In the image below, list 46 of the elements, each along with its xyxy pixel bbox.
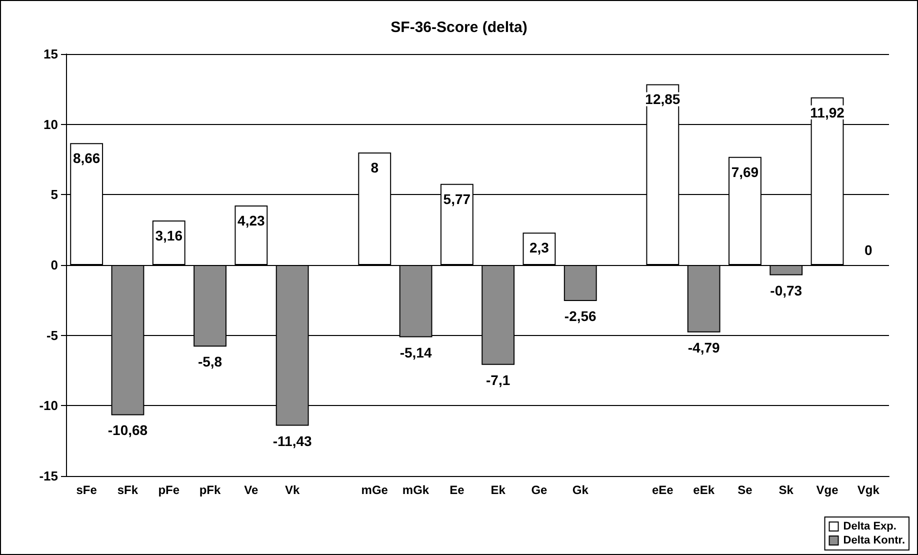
data-label: -7,1 (486, 372, 510, 388)
x-tick-label: sFk (117, 483, 138, 497)
x-tick-label: Vge (816, 483, 839, 497)
x-tick-label: Se (738, 483, 753, 497)
x-tick-label: sFe (76, 483, 98, 497)
y-tick-label: 15 (44, 46, 58, 62)
data-label: 7,69 (731, 164, 759, 180)
data-label: -11,43 (272, 432, 312, 449)
x-tick-label: pFe (158, 483, 180, 497)
x-tick-label: eEk (693, 483, 715, 497)
y-tick-label: -5 (46, 328, 58, 343)
data-label: 4,23 (238, 212, 266, 228)
data-label: -5,8 (198, 354, 222, 370)
data-label: -5,14 (400, 344, 432, 360)
y-tick-label: 5 (50, 187, 58, 202)
x-tick-label: Ve (244, 483, 259, 497)
x-tick-label: Gk (572, 483, 589, 497)
y-tick-label: 10 (44, 116, 58, 132)
data-label: 8 (370, 159, 379, 176)
data-label: -2,56 (564, 308, 597, 324)
x-tick-label: Ee (450, 483, 465, 497)
x-tick-label: pFk (199, 483, 222, 497)
y-tick-label: 0 (50, 258, 58, 272)
x-tick-label: Vk (284, 483, 300, 497)
data-label: 11,92 (810, 104, 845, 120)
y-tick-label: -10 (39, 398, 58, 414)
x-tick-label: Ge (531, 483, 548, 497)
x-tick-label: mGk (402, 483, 430, 497)
x-tick-label: Ek (490, 483, 506, 497)
data-label: -10,68 (108, 422, 148, 438)
x-tick-label: mGe (361, 483, 388, 497)
data-label: 0 (864, 242, 873, 258)
data-label: -0,73 (770, 282, 802, 298)
x-tick-label: Sk (778, 483, 794, 497)
chart-title: SF-36-Score (delta) (390, 19, 528, 36)
x-tick-label: Vgk (857, 483, 880, 497)
data-label: 12,85 (645, 91, 680, 108)
data-label: 5,77 (443, 190, 471, 207)
y-tick-label: -15 (39, 468, 58, 484)
data-label: 2,3 (529, 240, 550, 256)
data-label: 8,66 (72, 150, 100, 166)
data-label: 3,16 (155, 228, 183, 244)
data-label: -4,79 (688, 339, 720, 356)
legend-label: Delta Exp. (843, 520, 896, 532)
x-tick-label: eEe (652, 483, 674, 497)
legend-label: Delta Kontr. (843, 534, 906, 546)
